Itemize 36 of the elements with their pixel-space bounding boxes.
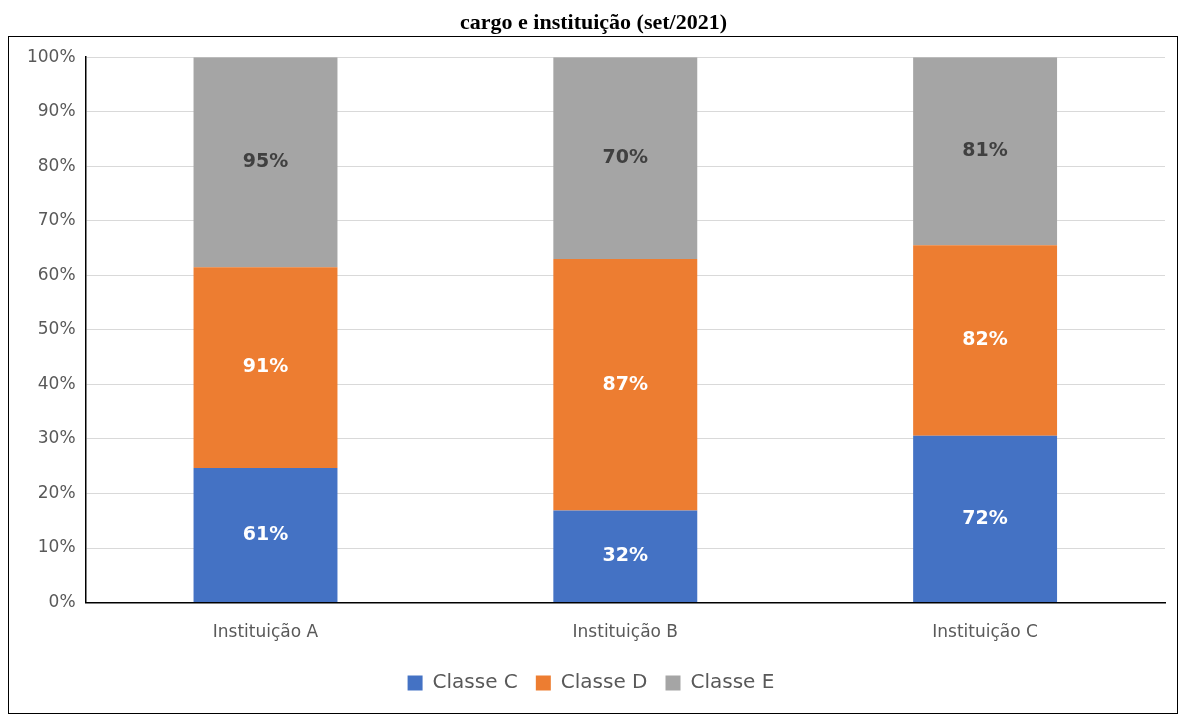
annotation: 32%	[602, 543, 649, 566]
y-tick-label: 30%	[37, 427, 76, 448]
y-tick-label: 100%	[26, 45, 76, 66]
bar	[193, 467, 338, 603]
annotation: 82%	[962, 327, 1008, 350]
bar	[193, 57, 338, 268]
bar	[913, 435, 1058, 603]
bar	[913, 245, 1058, 436]
y-tick-label: 50%	[37, 318, 76, 339]
bar	[193, 267, 338, 468]
chart-title: cargo e instituição (set/2021)	[459, 8, 728, 36]
annotation: 81%	[962, 138, 1008, 161]
annotation: 95%	[242, 149, 289, 172]
y-tick-label: 0%	[48, 591, 76, 612]
legend-label: Classe D	[560, 669, 648, 694]
y-tick-label: 40%	[37, 372, 76, 393]
y-tick-label: 70%	[37, 209, 76, 230]
annotation: 87%	[602, 371, 649, 394]
x-tick-label: Instituição A	[212, 621, 319, 642]
x-tick-label: Instituição C	[932, 621, 1038, 642]
bar	[913, 57, 1058, 246]
legend-label: Classe C	[432, 669, 518, 694]
bar	[553, 510, 698, 603]
y-tick-label: 10%	[37, 536, 76, 557]
y-tick-label: 80%	[37, 154, 76, 175]
y-tick-label: 90%	[37, 100, 76, 121]
legend-label: Classe E	[690, 669, 775, 694]
annotation: 91%	[242, 354, 289, 377]
x-tick-label: Instituição B	[572, 621, 679, 642]
y-tick-label: 20%	[37, 481, 76, 502]
bar	[553, 57, 698, 259]
annotation: 70%	[602, 145, 649, 168]
annotation: 61%	[242, 522, 289, 545]
bar	[553, 259, 698, 511]
y-tick-label: 60%	[37, 263, 76, 284]
annotation: 72%	[962, 506, 1008, 529]
